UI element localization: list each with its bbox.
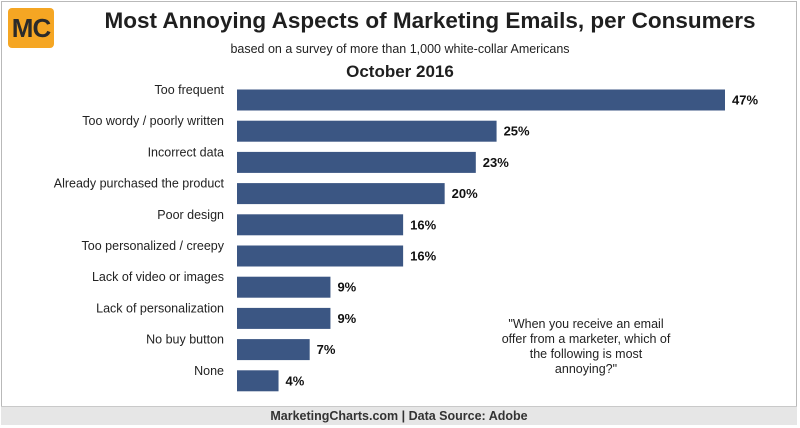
- value-label: 7%: [317, 342, 336, 357]
- category-label: Poor design: [157, 208, 224, 222]
- category-label: Too wordy / poorly written: [82, 114, 224, 128]
- source-footer: MarketingCharts.com | Data Source: Adobe: [1, 406, 797, 425]
- value-label: 25%: [504, 124, 530, 139]
- value-label: 16%: [410, 249, 436, 264]
- bar: [237, 183, 445, 205]
- category-label: Lack of personalization: [96, 301, 224, 315]
- chart-period: October 2016: [346, 62, 454, 81]
- survey-question-annotation: "When you receive an email offer from a …: [501, 317, 671, 376]
- bar: [237, 307, 331, 329]
- chart-subtitle: based on a survey of more than 1,000 whi…: [230, 42, 570, 56]
- category-label: Already purchased the product: [54, 177, 225, 191]
- bar: [237, 214, 404, 236]
- bar: [237, 370, 279, 392]
- value-label: 9%: [337, 280, 356, 295]
- bar: [237, 120, 497, 142]
- chart-title: Most Annoying Aspects of Marketing Email…: [104, 8, 756, 33]
- bar: [237, 276, 331, 298]
- value-label: 16%: [410, 217, 436, 232]
- category-label: Too frequent: [155, 83, 225, 97]
- value-label: 20%: [452, 186, 478, 201]
- bar: [237, 89, 725, 111]
- bar: [237, 339, 310, 361]
- value-label: 9%: [337, 311, 356, 326]
- value-label: 23%: [483, 155, 509, 170]
- category-label: None: [194, 364, 224, 378]
- category-label: Lack of video or images: [92, 270, 224, 284]
- marketingcharts-logo: MC: [8, 8, 54, 48]
- value-label: 47%: [732, 93, 758, 108]
- bar: [237, 245, 404, 267]
- category-label: No buy button: [146, 333, 224, 347]
- bar: [237, 151, 476, 173]
- value-label: 4%: [286, 373, 305, 388]
- category-label: Incorrect data: [148, 145, 224, 159]
- category-label: Too personalized / creepy: [82, 239, 225, 253]
